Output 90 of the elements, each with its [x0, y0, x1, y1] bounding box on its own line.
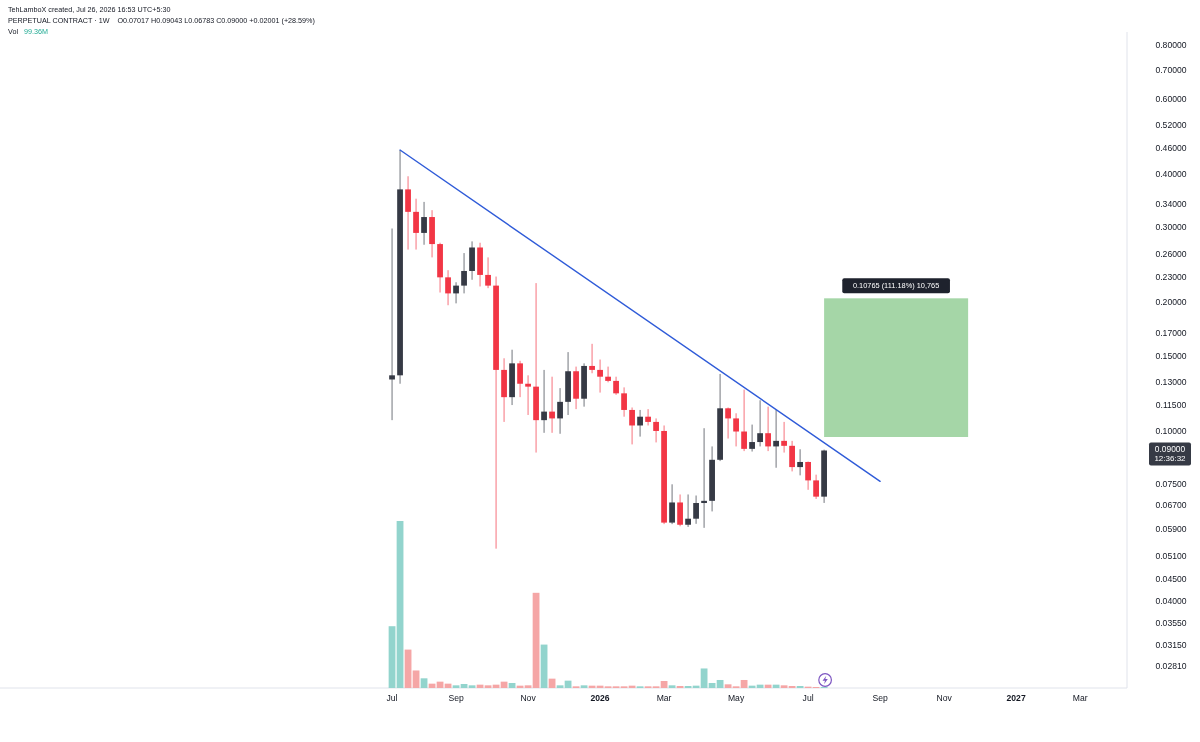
candlestick: [421, 201, 427, 246]
x-tick-label: 2027: [1006, 693, 1026, 703]
x-tick-label: Jul: [386, 693, 398, 703]
candlestick: [621, 386, 627, 418]
x-tick-label: Jul: [802, 693, 814, 703]
y-tick-label: 0.05900: [1155, 523, 1187, 534]
y-tick-label: 0.13000: [1155, 377, 1187, 388]
x-tick-label: Nov: [520, 693, 537, 703]
bar: [468, 685, 476, 688]
bar: [780, 685, 788, 688]
candlestick: [461, 252, 467, 294]
bar: [556, 685, 564, 688]
candlestick: [725, 406, 731, 440]
text: 0.09000: [1154, 444, 1186, 455]
candlestick: [557, 387, 563, 435]
candlestick: [701, 427, 707, 529]
y-tick-label: 0.80000: [1155, 40, 1187, 51]
y-tick-label: 0.03550: [1155, 617, 1187, 628]
x-tick-label: Mar: [1072, 693, 1088, 703]
candlestick: [445, 269, 451, 306]
candlestick: [733, 412, 739, 447]
candlestick: [453, 281, 459, 304]
y-tick-label: 0.02810: [1155, 661, 1187, 672]
bar: [700, 668, 708, 688]
candlestick: [413, 198, 419, 251]
y-tick-label: 0.70000: [1155, 65, 1187, 76]
candlestick: [653, 417, 659, 443]
candlestick: [525, 374, 531, 416]
candlestick: [693, 495, 699, 525]
candlestick: [637, 409, 643, 438]
candlestick: [757, 399, 763, 447]
candlestick: [589, 343, 595, 374]
bar: [412, 670, 420, 688]
candlestick: [781, 421, 787, 454]
candlestick: [741, 389, 747, 452]
bar: [724, 684, 732, 688]
bar: [420, 678, 428, 688]
y-tick-label: 0.11500: [1155, 400, 1187, 411]
candlestick: [789, 440, 795, 472]
y-tick-label: 0.04000: [1155, 595, 1187, 606]
bar: [668, 685, 676, 688]
candlestick: [485, 256, 491, 289]
y-tick-label: 0.46000: [1155, 143, 1187, 154]
candlestick: [389, 228, 395, 421]
y-tick-label: 0.07500: [1155, 479, 1187, 490]
y-tick-label: 0.04500: [1155, 574, 1187, 585]
bar: [452, 685, 460, 688]
bar: [524, 685, 532, 688]
y-tick-label: 0.23000: [1155, 271, 1187, 282]
candlestick: [685, 493, 691, 528]
y-tick-label: 0.26000: [1155, 248, 1187, 259]
x-tick-label: Sep: [448, 693, 464, 703]
candlestick: [797, 448, 803, 476]
bar: [484, 685, 492, 688]
candlestick: [613, 376, 619, 396]
candlestick: [805, 461, 811, 491]
y-tick-label: 0.40000: [1155, 168, 1187, 179]
candlestick: [765, 406, 771, 452]
candlestick: [773, 409, 779, 469]
candlestick: [549, 376, 555, 434]
y-tick-label: 0.30000: [1155, 222, 1187, 233]
text: 12:36:32: [1154, 454, 1187, 463]
candlestick: [605, 366, 611, 383]
y-tick-label: 0.34000: [1155, 199, 1187, 210]
candlestick: [517, 360, 523, 398]
candlestick: [645, 408, 651, 426]
candlestick: [469, 240, 475, 281]
candlestick: [629, 406, 635, 445]
y-tick-label: 0.60000: [1155, 93, 1187, 104]
candlestick: [677, 493, 683, 527]
candlestick: [405, 175, 411, 251]
y-tick-label: 0.15000: [1155, 350, 1187, 361]
y-tick-label: 0.06700: [1155, 500, 1187, 511]
y-tick-label: 0.10000: [1155, 425, 1187, 436]
y-tick-label: 0.17000: [1155, 327, 1187, 338]
candlestick: [813, 474, 819, 500]
candlestick: [749, 424, 755, 453]
candlestick: [541, 369, 547, 434]
x-tick-label: May: [727, 693, 745, 703]
candlestick: [669, 483, 675, 525]
y-tick-label: 0.20000: [1155, 297, 1187, 308]
x-tick-label: Sep: [872, 693, 888, 703]
x-tick-label: Mar: [656, 693, 672, 703]
x-tick-label: 2026: [590, 693, 610, 703]
y-tick-label: 0.52000: [1155, 120, 1187, 131]
candlestick: [597, 359, 603, 394]
bar: [580, 685, 588, 688]
y-tick-label: 0.03150: [1155, 640, 1187, 651]
x-tick-label: Nov: [936, 693, 953, 703]
y-tick-label: 0.05100: [1155, 550, 1187, 561]
